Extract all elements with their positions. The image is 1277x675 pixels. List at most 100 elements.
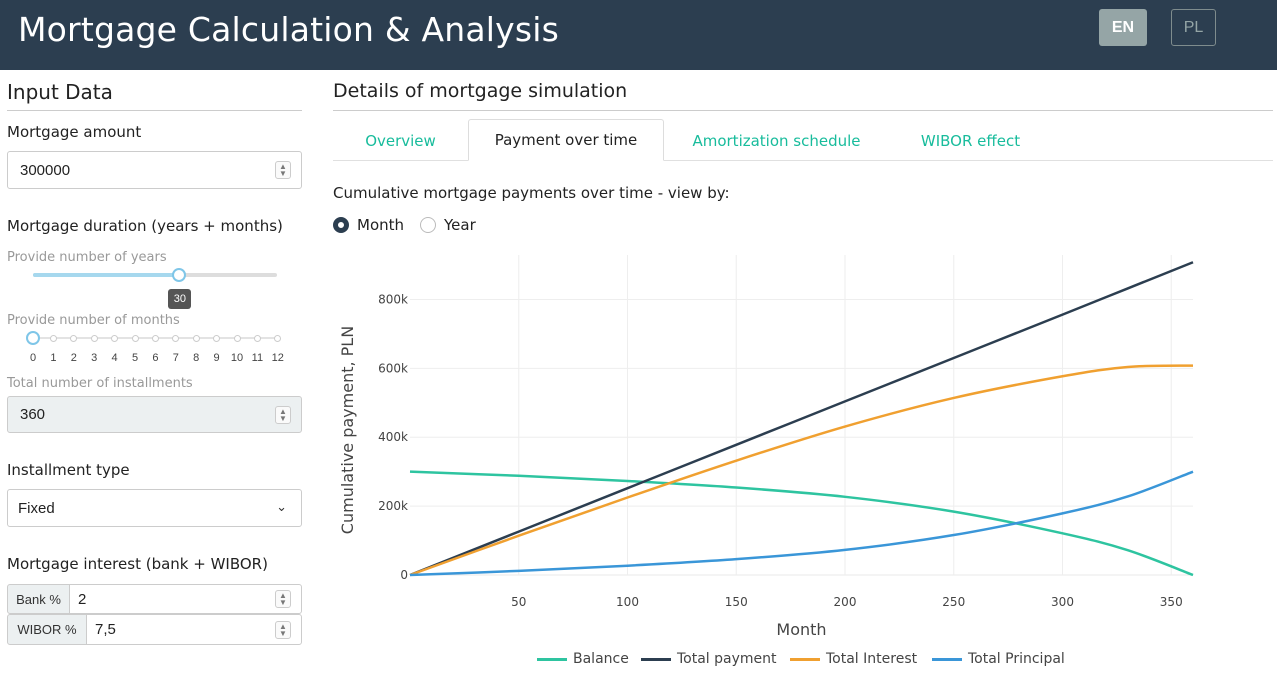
main-divider	[333, 110, 1273, 111]
view-by-label: Cumulative mortgage payments over time -…	[333, 184, 730, 202]
tab-amortization-schedule[interactable]: Amortization schedule	[692, 132, 861, 150]
wibor-spinner-icon[interactable]: ▲ ▼	[275, 620, 291, 639]
x-tick-label: 150	[725, 595, 748, 609]
tabs-underline	[333, 160, 1273, 161]
bank-addon: Bank %	[7, 584, 70, 614]
years-slider-handle[interactable]	[172, 268, 187, 282]
app-title: Mortgage Calculation & Analysis	[18, 10, 560, 49]
months-tick-label: 7	[172, 352, 179, 364]
legend-item[interactable]: Balance	[537, 651, 629, 667]
y-tick-label: 800k	[378, 292, 408, 306]
y-tick-label: 0	[400, 568, 408, 582]
duration-label: Mortgage duration (years + months)	[7, 217, 283, 235]
months-tick-label: 3	[91, 352, 98, 364]
months-tick-dot	[111, 335, 119, 342]
months-tick-dot	[49, 335, 57, 342]
tab-wibor-effect[interactable]: WIBOR effect	[920, 132, 1021, 150]
x-tick-label: 250	[942, 595, 965, 609]
months-tick-label: 1	[50, 352, 57, 364]
bank-spinner-icon[interactable]: ▲ ▼	[275, 590, 291, 608]
months-label: Provide number of months	[7, 313, 180, 328]
legend-swatch	[932, 657, 962, 661]
navbar: Mortgage Calculation & Analysis EN PL	[0, 0, 1277, 70]
years-slider-fill	[33, 273, 180, 277]
installments-value: 360	[20, 406, 46, 423]
legend-swatch	[537, 657, 567, 661]
installment-type-select[interactable]: Fixed ⌄	[7, 489, 302, 527]
x-tick-label: 200	[834, 595, 857, 609]
installments-input: 360 ▲ ▼	[7, 396, 302, 433]
radio-year[interactable]	[420, 217, 436, 233]
months-tick-label: 6	[152, 352, 159, 364]
months-tick-label: 5	[131, 352, 139, 364]
y-tick-label: 600k	[378, 361, 408, 375]
months-tick-dot	[151, 335, 159, 342]
months-tick-dot	[253, 335, 261, 342]
months-tick-dot	[213, 335, 221, 342]
radio-month-label[interactable]: Month	[357, 216, 405, 234]
months-slider-handle[interactable]	[26, 331, 40, 345]
x-tick-label: 350	[1160, 595, 1183, 609]
months-tick-label: 4	[111, 352, 118, 364]
wibor-rate-value: 7,5	[95, 621, 116, 638]
bank-rate-value: 2	[78, 590, 87, 608]
series-line-total-payment[interactable]	[409, 261, 1194, 577]
type-label: Installment type	[7, 461, 130, 479]
radio-year-label[interactable]: Year	[444, 216, 476, 234]
months-tick-label: 0	[29, 352, 37, 364]
months-tick-dot	[172, 335, 180, 342]
months-tick-label: 8	[193, 352, 200, 364]
years-slider-value: 30	[168, 289, 192, 309]
legend-swatch	[641, 657, 671, 661]
legend-label: Total payment	[677, 651, 777, 667]
months-tick-dot	[233, 335, 241, 342]
x-axis-label: Month	[776, 620, 826, 639]
amount-label: Mortgage amount	[7, 123, 142, 141]
legend-swatch	[790, 657, 820, 661]
legend-item[interactable]: Total payment	[641, 651, 777, 667]
months-tick-dot	[131, 335, 139, 342]
months-tick-label: 2	[70, 352, 77, 364]
wibor-addon: WIBOR %	[7, 614, 87, 645]
installment-type-value: Fixed	[18, 499, 55, 517]
installments-label: Total number of installments	[7, 376, 193, 391]
months-tick-label: 10	[230, 352, 244, 364]
series-line-balance[interactable]	[409, 470, 1194, 577]
legend-item[interactable]: Total Principal	[932, 651, 1065, 667]
tab-payment-over-time[interactable]: Payment over time	[468, 119, 664, 161]
main-title: Details of mortgage simulation	[333, 80, 628, 102]
radio-month[interactable]	[333, 217, 349, 233]
interest-label: Mortgage interest (bank + WIBOR)	[7, 555, 268, 573]
y-tick-label: 200k	[378, 499, 408, 513]
chevron-down-icon: ⌄	[276, 499, 287, 515]
x-tick-label: 50	[511, 595, 526, 609]
bank-rate-input[interactable]: 2 ▲ ▼	[69, 584, 302, 614]
installments-spinner-icon: ▲ ▼	[275, 405, 291, 424]
y-tick-label: 400k	[378, 430, 408, 444]
months-tick-label: 11	[251, 352, 264, 364]
series-line-total-interest[interactable]	[409, 364, 1194, 577]
months-tick-dot	[70, 335, 78, 342]
sidebar-title: Input Data	[7, 80, 113, 104]
x-tick-label: 300	[1051, 595, 1074, 609]
lang-pl-button[interactable]: PL	[1171, 9, 1216, 46]
months-tick-label: 9	[213, 352, 220, 364]
amount-spinner-icon[interactable]: ▲ ▼	[275, 161, 291, 179]
y-axis-label: Cumulative payment, PLN	[338, 326, 357, 534]
months-tick-dot	[90, 335, 98, 342]
months-tick-label: 12	[271, 352, 284, 364]
sidebar-divider	[7, 110, 302, 111]
lang-en-button[interactable]: EN	[1099, 9, 1147, 46]
x-tick-label: 100	[616, 595, 639, 609]
legend-item[interactable]: Total Interest	[790, 651, 917, 667]
amount-value: 300000	[20, 161, 71, 179]
series-line-total-principal[interactable]	[409, 470, 1194, 577]
wibor-rate-input[interactable]: 7,5 ▲ ▼	[86, 614, 302, 645]
payments-chart[interactable]: 0 200k 400k 600k 800k 50 100 150 200 250 300 350 Mo…	[333, 255, 1277, 645]
amount-input[interactable]: 300000 ▲ ▼	[7, 151, 302, 189]
months-tick-dot	[274, 335, 282, 342]
legend-label: Total Principal	[968, 651, 1065, 667]
tab-overview[interactable]: Overview	[365, 132, 436, 150]
legend-label: Total Interest	[826, 651, 918, 667]
years-label: Provide number of years	[7, 250, 167, 265]
